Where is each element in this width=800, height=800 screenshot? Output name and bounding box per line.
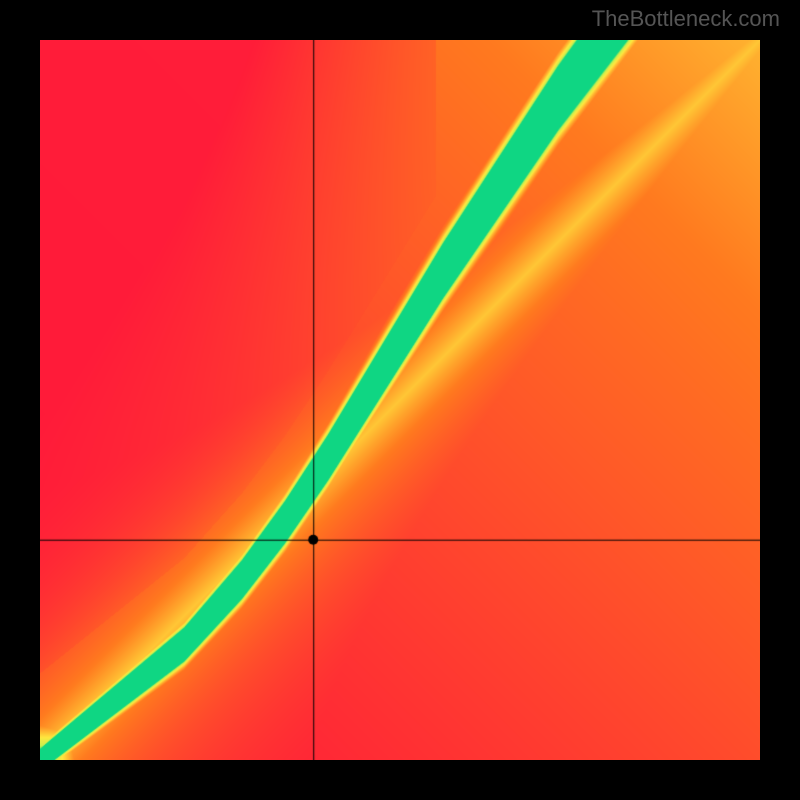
heatmap-plot [40, 40, 760, 760]
heatmap-canvas [40, 40, 760, 760]
watermark-text: TheBottleneck.com [592, 6, 780, 32]
